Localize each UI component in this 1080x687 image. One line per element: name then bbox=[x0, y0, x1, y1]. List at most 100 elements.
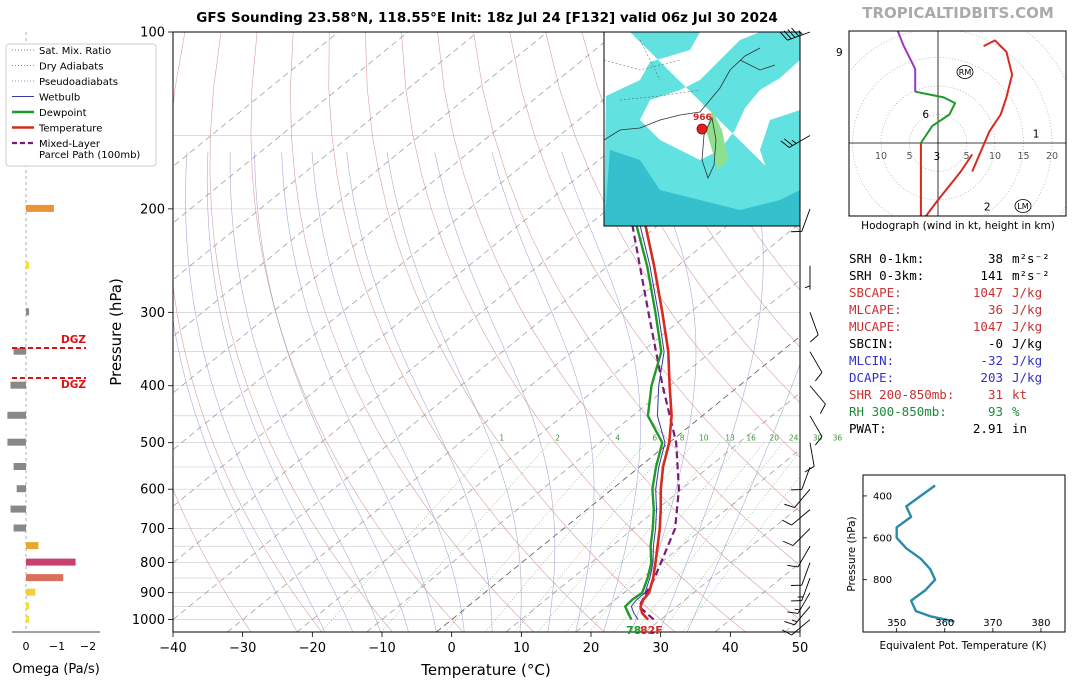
inset-map: 966 bbox=[603, 31, 801, 227]
index-value: 1047 bbox=[973, 285, 1003, 300]
index-label: DCAPE: bbox=[849, 370, 894, 385]
hodograph-segment bbox=[924, 153, 974, 216]
theta-e-ylabel: Pressure (hPa) bbox=[846, 516, 858, 591]
index-label: SHR 200-850mb: bbox=[849, 387, 954, 402]
mixing-ratio-label: 30 bbox=[813, 434, 823, 443]
index-unit: % bbox=[1012, 404, 1020, 419]
barb-staff bbox=[791, 509, 811, 526]
pseudoadiabat bbox=[434, 151, 556, 632]
hodograph-height-label: 3 bbox=[934, 151, 941, 163]
temperature-tick-label: 40 bbox=[722, 641, 739, 656]
index-unit: kt bbox=[1012, 387, 1027, 402]
hodograph-tick-label: 10 bbox=[989, 151, 1001, 162]
temperature-tick-label: 30 bbox=[652, 641, 669, 656]
theta-e-line bbox=[895, 484, 955, 623]
wind-barb bbox=[784, 488, 811, 509]
hodograph-tick-labels: 10 5 5 10 15 20 bbox=[875, 151, 1058, 162]
index-value: 36 bbox=[988, 302, 1003, 317]
wind-barb bbox=[782, 528, 811, 546]
hodograph-segment bbox=[915, 90, 957, 144]
wind-barb bbox=[791, 577, 811, 602]
dry-adiabat bbox=[365, 32, 676, 632]
sounding-location-marker bbox=[696, 123, 708, 135]
mixing-ratio-line bbox=[514, 442, 674, 632]
omega-bar bbox=[26, 602, 30, 610]
legend-label: Dewpoint bbox=[39, 108, 87, 119]
legend-label: Parcel Path (100mb) bbox=[39, 150, 140, 161]
index-value: 38 bbox=[988, 251, 1003, 266]
index-unit: J/kg bbox=[1012, 319, 1042, 334]
index-value: 2.91 bbox=[973, 421, 1003, 436]
barb-full bbox=[780, 140, 790, 148]
barb-half bbox=[798, 30, 803, 36]
isotherm--80 bbox=[173, 32, 618, 394]
pseudoadiabat bbox=[386, 151, 522, 632]
index-unit: J/kg bbox=[1012, 370, 1042, 385]
omega-bar bbox=[26, 574, 64, 582]
legend-label: Temperature bbox=[38, 124, 102, 135]
mixing-ratio-label: 8 bbox=[680, 434, 685, 443]
theta-e-xtick-label: 360 bbox=[935, 618, 954, 629]
index-unit: m²s⁻² bbox=[1012, 268, 1050, 283]
mixing-ratio-label: 36 bbox=[833, 434, 843, 443]
theta-e-ticks: 350 360 370 380 400 600 800 bbox=[863, 491, 1050, 632]
mixing-ratio-line bbox=[445, 442, 610, 632]
index-label: SBCAPE: bbox=[849, 285, 902, 300]
index-unit: J/kg bbox=[1012, 302, 1042, 317]
omega-bar bbox=[26, 615, 30, 623]
dry-adiabat bbox=[173, 488, 252, 632]
pseudoadiabat bbox=[686, 363, 800, 632]
barb-half bbox=[794, 608, 801, 611]
pressure-tick-label: 200 bbox=[140, 202, 165, 217]
index-unit: J/kg bbox=[1012, 336, 1042, 351]
pressure-tick-label: 300 bbox=[140, 306, 165, 321]
mixing-ratio-label: 1 bbox=[499, 434, 504, 443]
pseudoadiabat bbox=[206, 151, 354, 632]
theta-e-xtick-label: 350 bbox=[887, 618, 906, 629]
wind-barb bbox=[809, 385, 826, 414]
theta-e-xlabel: Equivalent Pot. Temperature (K) bbox=[879, 640, 1046, 652]
map-frame bbox=[603, 31, 801, 227]
hodograph-height-label: 9 bbox=[836, 47, 843, 59]
barb-staff bbox=[801, 577, 811, 601]
barb-full bbox=[783, 138, 793, 146]
omega-bar bbox=[26, 588, 36, 596]
hodograph-height-label: 6 bbox=[922, 109, 929, 121]
hodograph-height-labels: 1 2 3 6 9 bbox=[836, 47, 1039, 213]
dgz-markers: DGZ DGZ bbox=[12, 334, 86, 391]
wind-barb bbox=[804, 265, 811, 290]
mixing-ratio-label: 4 bbox=[615, 434, 620, 443]
storm-motion-lm: LM bbox=[1014, 199, 1032, 213]
isotherm--90 bbox=[173, 32, 548, 337]
index-label: MLCAPE: bbox=[849, 302, 902, 317]
dry-adiabat bbox=[653, 32, 800, 291]
mixing-ratio-label: 20 bbox=[770, 434, 780, 443]
barb-staff bbox=[809, 385, 826, 405]
barb-full bbox=[791, 230, 802, 233]
legend-box bbox=[5, 43, 157, 167]
skewt-ylabel: Pressure (hPa) bbox=[107, 278, 125, 386]
hodograph-caption: Hodograph (wind in kt, height in km) bbox=[861, 220, 1055, 232]
index-value: 31 bbox=[988, 387, 1003, 402]
omega-panel: DGZ DGZ 0 −1 −2 Omega (Pa/s) bbox=[7, 32, 100, 677]
dgz-label: DGZ bbox=[61, 334, 86, 346]
sounding-indices: SRH 0-1km: 38 m²s⁻² SRH 0-3km: 141 m²s⁻² SBCAP… bbox=[849, 251, 1050, 436]
mixing-ratio-label: 10 bbox=[699, 434, 709, 443]
mixing-ratio-label: 16 bbox=[746, 434, 756, 443]
wind-barb bbox=[791, 208, 811, 233]
omega-bars bbox=[7, 204, 76, 623]
pressure-tick-label: 1000 bbox=[132, 613, 165, 628]
barb-full bbox=[781, 519, 792, 526]
pressure-tick-labels: 100 200 300 400 500 600 700 800 900 1000 bbox=[132, 26, 173, 628]
hodograph-ring bbox=[767, 0, 1080, 314]
barb-staff bbox=[794, 488, 811, 508]
pressure-tick-label: 800 bbox=[140, 556, 165, 571]
wind-barb bbox=[781, 619, 811, 636]
precip-core bbox=[604, 150, 800, 226]
barb-staff bbox=[787, 31, 811, 41]
hodograph-frame bbox=[848, 30, 1067, 217]
storm-motion-rm-label: RM bbox=[959, 68, 972, 77]
pseudoadiabat bbox=[311, 151, 465, 632]
